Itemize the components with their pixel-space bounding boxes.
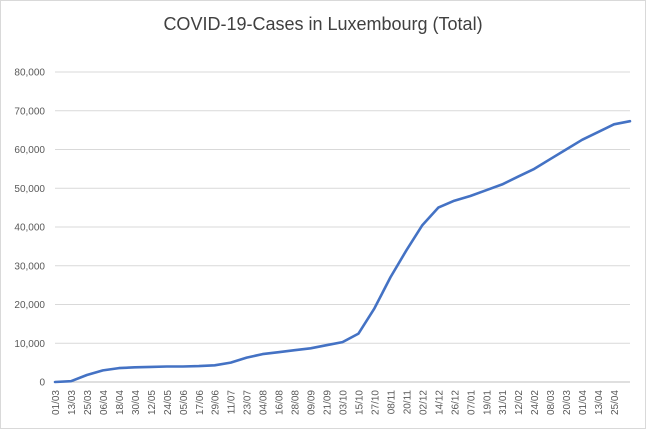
x-tick-label: 29/06	[211, 390, 222, 415]
x-tick-label: 28/08	[291, 390, 302, 415]
x-tick-label: 24/02	[530, 390, 541, 415]
gridlines	[55, 71, 630, 383]
x-tick-label: 25/04	[610, 390, 621, 415]
y-tick-label: 20,000	[14, 300, 45, 311]
y-tick-label: 10,000	[14, 339, 45, 350]
x-tick-label: 12/05	[147, 390, 158, 415]
x-tick-label: 20/11	[402, 390, 413, 415]
chart-title: COVID-19-Cases in Luxembourg (Total)	[163, 14, 483, 34]
x-tick-label: 06/04	[99, 390, 110, 415]
y-axis-ticks: 0 10,000 20,000 30,000 40,000 50,000 60,000 70,…	[14, 68, 45, 389]
y-tick-label: 60,000	[14, 145, 45, 156]
y-tick-label: 40,000	[14, 223, 45, 234]
x-tick-label: 14/12	[434, 390, 445, 415]
x-tick-label: 11/07	[227, 390, 238, 415]
series-layer	[53, 119, 632, 384]
x-tick-label: 21/09	[323, 390, 334, 415]
x-tick-label: 02/12	[418, 390, 429, 415]
x-tick-label: 19/01	[482, 390, 493, 415]
x-tick-label: 26/12	[450, 390, 461, 415]
x-tick-label: 20/03	[562, 390, 573, 415]
x-tick-label: 30/04	[131, 390, 142, 415]
y-tick-label: 80,000	[14, 68, 45, 79]
x-tick-label: 31/01	[498, 390, 509, 415]
x-tick-label: 13/03	[67, 390, 78, 415]
x-tick-label: 18/04	[115, 390, 126, 415]
x-tick-label: 24/05	[163, 390, 174, 415]
x-tick-label: 04/08	[259, 390, 270, 415]
y-tick-label: 30,000	[14, 261, 45, 272]
series-line	[53, 119, 632, 384]
x-tick-label: 15/10	[354, 390, 365, 415]
x-tick-label: 23/07	[243, 390, 254, 415]
x-tick-label: 07/01	[466, 390, 477, 415]
y-tick-label: 0	[39, 378, 45, 389]
y-tick-label: 70,000	[14, 106, 45, 117]
x-tick-label: 01/03	[51, 390, 62, 415]
x-tick-label: 17/06	[195, 390, 206, 415]
x-axis-ticks: 01/03 13/03 25/03 06/04 18/04 30/04 12/05 24/05…	[51, 390, 621, 415]
x-tick-label: 09/09	[307, 390, 318, 415]
x-tick-label: 01/04	[578, 390, 589, 415]
x-tick-label: 13/04	[594, 390, 605, 415]
x-tick-label: 16/08	[275, 390, 286, 415]
x-tick-label: 27/10	[370, 390, 381, 415]
x-tick-label: 08/11	[386, 390, 397, 415]
y-tick-label: 50,000	[14, 184, 45, 195]
x-tick-label: 03/10	[339, 390, 350, 415]
x-tick-label: 25/03	[83, 390, 94, 415]
x-tick-label: 05/06	[179, 390, 190, 415]
x-tick-label: 08/03	[546, 390, 557, 415]
x-tick-label: 12/02	[514, 390, 525, 415]
